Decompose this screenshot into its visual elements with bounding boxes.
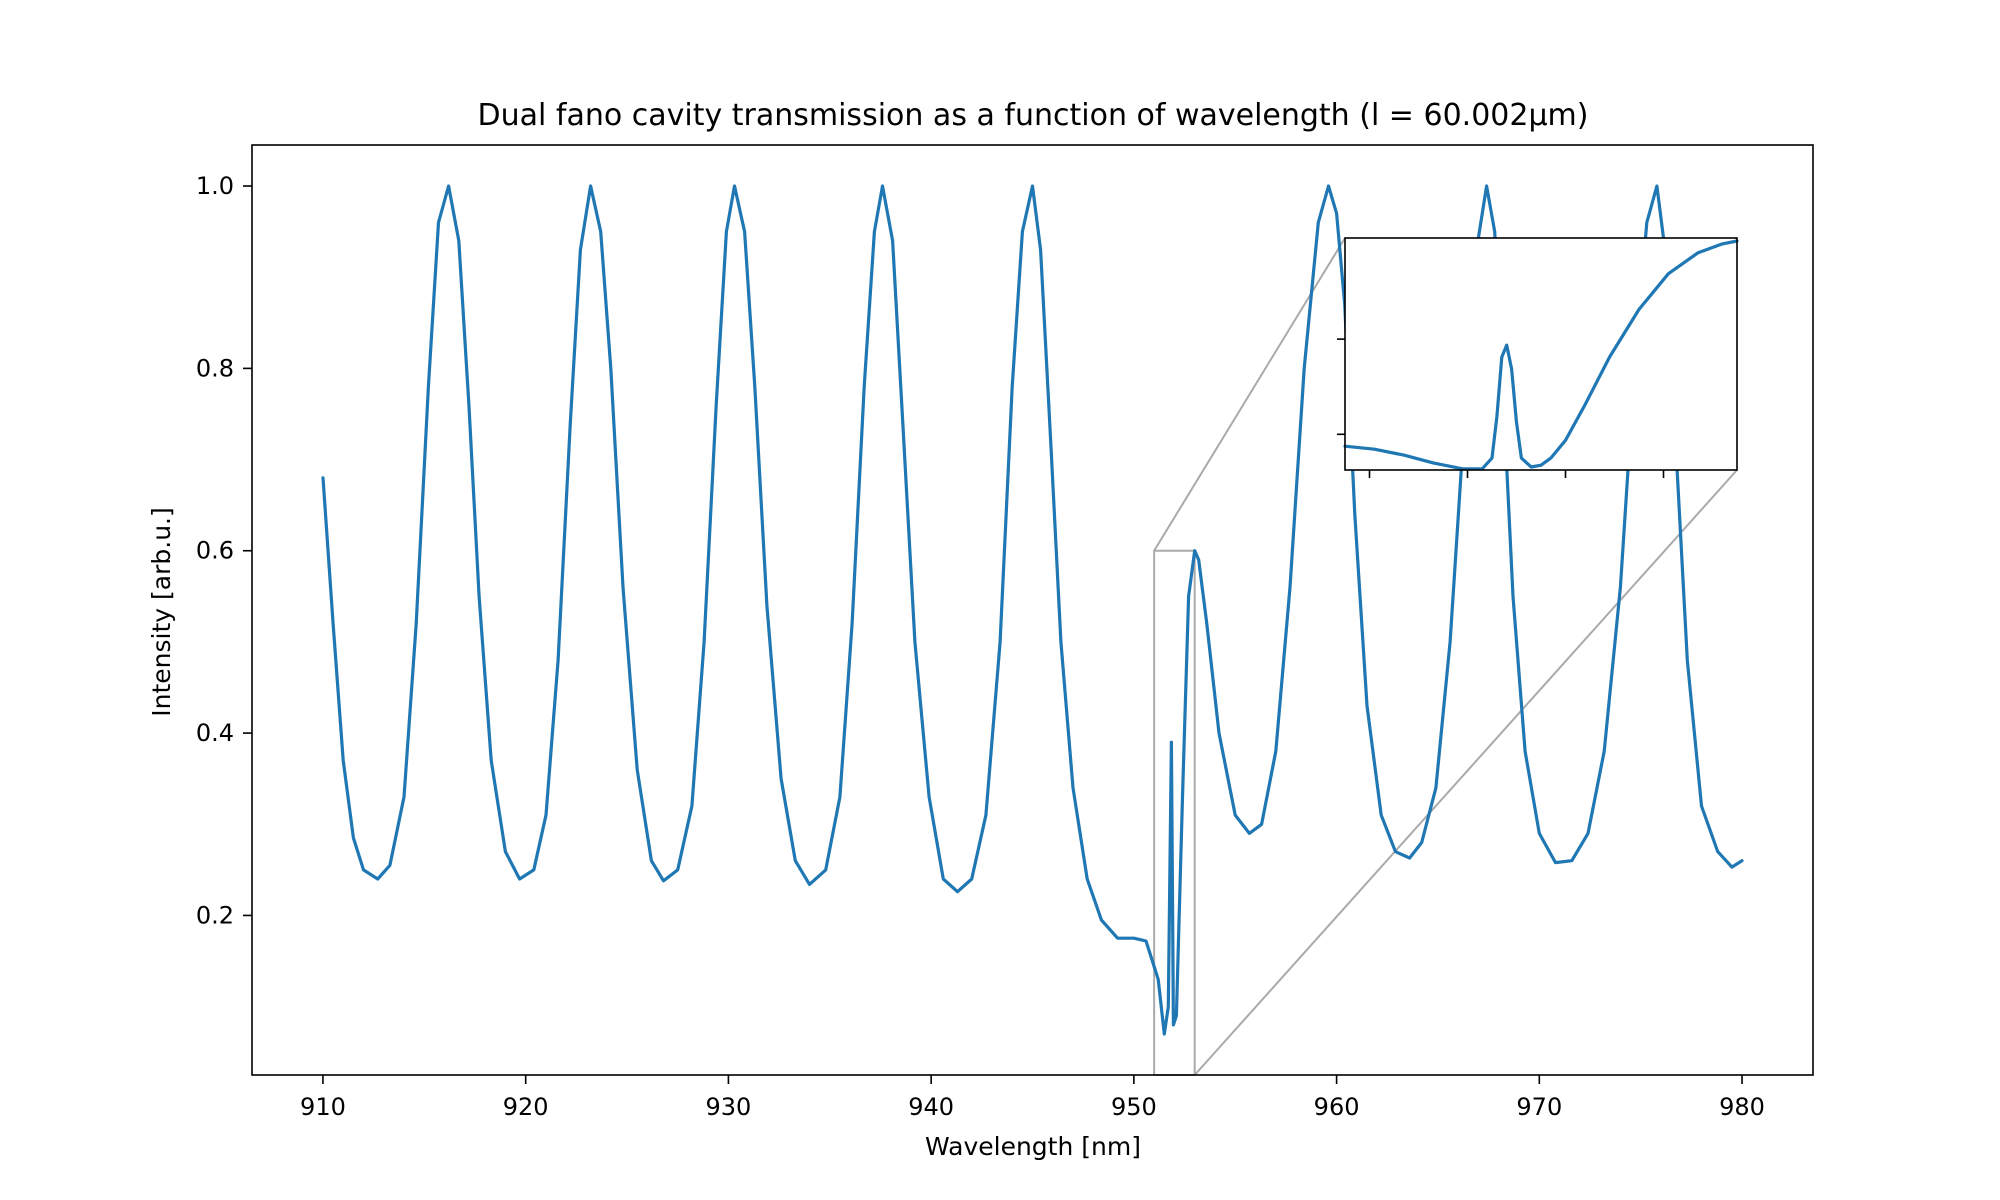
plot-frame [251,144,1814,1076]
x-tick-label: 940 [908,1093,954,1121]
series-line-1 [321,184,1744,1036]
inset-plot [1337,237,1739,478]
chart-title: Dual fano cavity transmission as a funct… [478,98,1589,133]
x-tick-label: 980 [1719,1093,1765,1121]
y-tick-label: 0.2 [196,901,234,929]
x-tick-label: 920 [503,1093,549,1121]
y-tick-label: 0.8 [196,354,234,382]
y-tick-label: 1.0 [196,172,234,200]
x-tick-label: 910 [300,1093,346,1121]
y-tick-label: 0.4 [196,719,234,747]
x-tick-label: 950 [1111,1093,1157,1121]
zoom-connector [1193,469,1738,1076]
x-tick-label: 930 [706,1093,752,1121]
y-tick-label: 0.6 [196,537,234,565]
x-axis-label: Wavelength [nm] [925,1132,1141,1161]
inset-series-line [1343,239,1739,471]
x-tick-label: 960 [1314,1093,1360,1121]
x-tick-label: 970 [1516,1093,1562,1121]
y-axis-label: Intensity [arb.u.] [147,507,176,716]
inset-frame [1344,237,1738,471]
inset-background [1345,238,1737,470]
main-plot: 910 920 930 940 950 960 970 980 0.2 0.4 0.6 0.8 1.0 [196,144,1814,1121]
